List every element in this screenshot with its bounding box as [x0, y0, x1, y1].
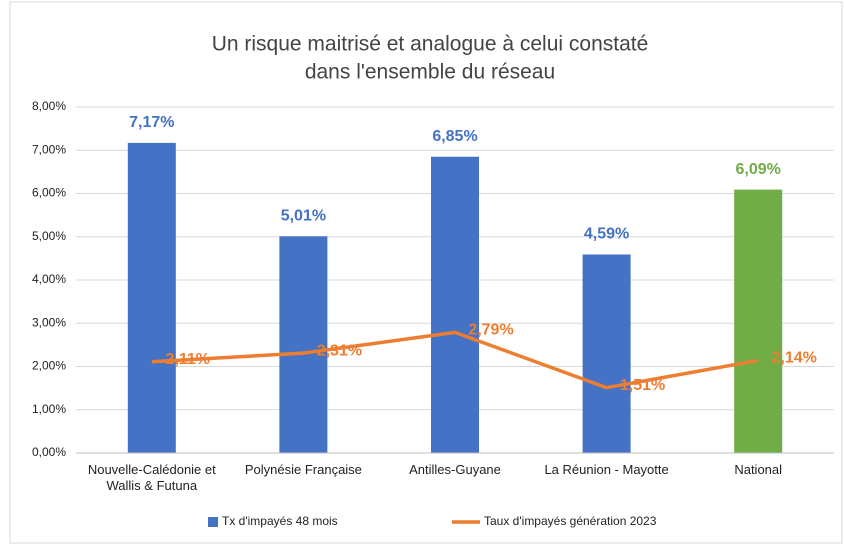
- data-label: 1,51%: [620, 377, 665, 394]
- y-tick-label: 2,00%: [32, 359, 66, 373]
- x-tick-label: Polynésie Française: [244, 462, 362, 477]
- y-tick-label: 1,00%: [32, 402, 66, 416]
- y-tick-label: 5,00%: [32, 229, 66, 243]
- x-tick-label: Nouvelle-Calédonie et Wallis & Futuna: [87, 462, 216, 493]
- data-label: 5,01%: [281, 208, 326, 225]
- legend-label: Tx d'impayés 48 mois: [222, 514, 338, 528]
- data-label: 6,85%: [432, 128, 477, 145]
- bar: [582, 254, 631, 453]
- data-label: 6,09%: [736, 161, 781, 178]
- data-label: 2,79%: [468, 322, 513, 339]
- data-label: 4,59%: [584, 226, 629, 243]
- x-tick-label: La Réunion - Mayotte: [544, 462, 669, 477]
- y-tick-label: 0,00%: [32, 445, 66, 459]
- y-tick-label: 8,00%: [32, 99, 66, 113]
- y-tick-label: 6,00%: [32, 186, 66, 200]
- bar: [279, 236, 328, 453]
- bar: [431, 156, 479, 454]
- x-tick-label: Antilles-Guyane: [409, 462, 501, 477]
- data-label: 2,14%: [772, 350, 817, 367]
- x-tick-label: National: [734, 462, 783, 477]
- chart-title: dans l'ensemble du réseau: [305, 61, 555, 84]
- bar: [127, 142, 176, 453]
- line: [151, 330, 759, 390]
- data-label: 2,11%: [166, 351, 210, 368]
- y-tick-label: 7,00%: [32, 142, 66, 156]
- y-tick-label: 3,00%: [32, 315, 66, 329]
- bar: [734, 189, 783, 454]
- legend-swatch: [208, 517, 218, 527]
- data-label: 2,31%: [317, 342, 362, 359]
- legend-label: Taux d'impayés génération 2023: [484, 514, 657, 528]
- chart-title: Un risque maitrisé et analogue à celui c…: [212, 33, 649, 56]
- data-label: 7,17%: [129, 114, 174, 131]
- y-tick-label: 4,00%: [32, 272, 66, 286]
